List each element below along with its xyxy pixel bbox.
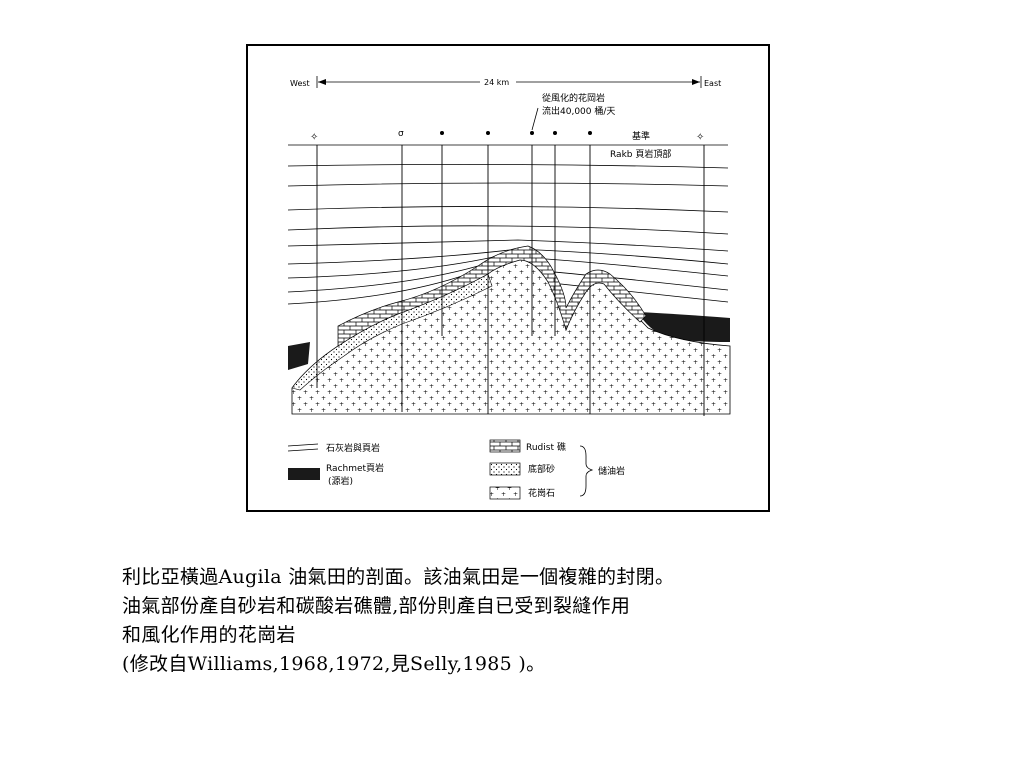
west-label: West (290, 79, 310, 88)
legend-reservoir: 儲油岩 (598, 465, 625, 477)
caption-line-1: 利比亞橫過Augila 油氣田的剖面。該油氣田是一個複雜的封閉。 (122, 566, 675, 588)
annotation-line-2: 流出40,000 桶/天 (542, 105, 615, 117)
datum-wells: 基準 ✧ σ ✧ Rakb 頁岩頂部 (288, 129, 728, 160)
legend-rachmet-swatch (288, 468, 320, 480)
caption-line-2: 油氣部份產自砂岩和碳酸岩礁體,部份則產自已受到裂縫作用 (122, 595, 631, 617)
granite-flow-annotation: 從風化的花岡岩 流出40,000 桶/天 (531, 92, 615, 131)
figure-caption: 利比亞橫過Augila 油氣田的剖面。該油氣田是一個複雜的封閉。 油氣部份產自砂… (122, 563, 982, 679)
annotation-line-1: 從風化的花岡岩 (542, 92, 605, 104)
dry-well-symbol: ✧ (696, 132, 704, 143)
legend-rachmet-source: (源岩) (328, 475, 353, 487)
legend-sand-swatch (489, 462, 521, 476)
oil-well-symbol (440, 131, 444, 135)
cross-section-figure: + + West East 24 km 從風化的花岡岩 流出40,000 桶/天… (246, 44, 770, 512)
rachmet-shale-west (288, 342, 310, 370)
legend-rachmet: Rachmet頁岩 (326, 462, 384, 474)
caption-line-3: 和風化作用的花崗岩 (122, 624, 296, 646)
cross-section-diagram: + + West East 24 km 從風化的花岡岩 流出40,000 桶/天… (287, 76, 731, 500)
distance-label: 24 km (484, 78, 509, 87)
rudist-reef (337, 245, 647, 347)
east-label: East (704, 79, 721, 88)
oil-well-symbol (553, 131, 557, 135)
reservoir-brace (579, 445, 594, 497)
oil-well-symbol (486, 131, 490, 135)
well-bores (316, 145, 705, 416)
distance-scale: West East 24 km (290, 76, 721, 88)
oil-well-symbol (588, 131, 592, 135)
datum-label: 基準 (632, 130, 650, 142)
dry-well-symbol: ✧ (310, 132, 318, 143)
caption-line-4: (修改自Williams,1968,1972,見Selly,1985 )。 (122, 653, 546, 675)
legend-rudist: Rudist 礁 (526, 441, 566, 453)
legend: 石灰岩與頁岩 Rachmet頁岩 (源岩) Rudist 礁 底部砂 花崗石 儲… (287, 439, 625, 500)
oil-well-symbol (530, 131, 534, 135)
legend-granite: 花崗石 (528, 487, 555, 499)
legend-granite-swatch (489, 486, 521, 500)
legend-rudist-swatch (489, 439, 521, 453)
legend-basal-sand: 底部砂 (528, 463, 555, 475)
rakb-top-label: Rakb 頁岩頂部 (610, 148, 671, 160)
gas-well-symbol: σ (398, 129, 404, 139)
legend-limestone-shale: 石灰岩與頁岩 (326, 442, 380, 454)
